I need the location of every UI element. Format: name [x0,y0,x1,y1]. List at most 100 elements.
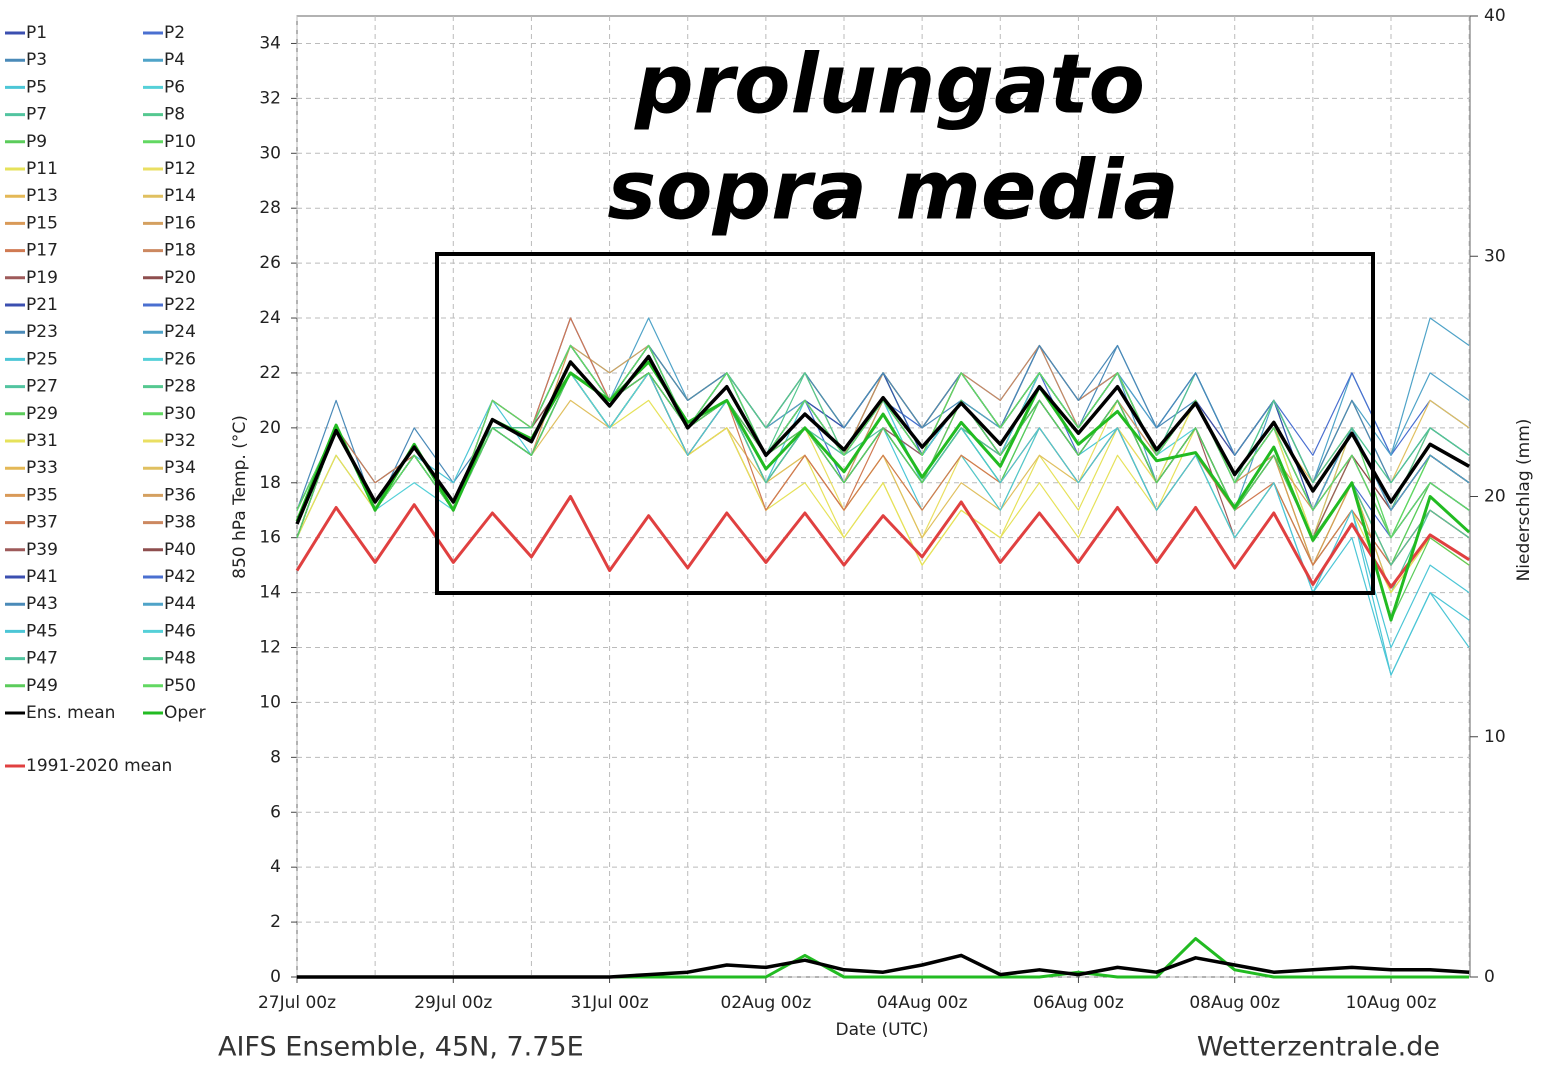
legend-label: P32 [164,431,196,451]
legend-label: P33 [26,458,58,478]
legend-label: P10 [164,132,196,152]
legend-label: P23 [26,322,58,342]
legend-label: P9 [26,132,47,152]
legend-label: P46 [164,621,196,641]
legend-label: P17 [26,241,58,261]
y2-tick-label: 10 [1484,727,1506,747]
legend-label: P27 [26,377,58,397]
footer-right: Wetterzentrale.de [1197,1032,1440,1063]
legend-label: Oper [164,703,206,723]
temperature-line [295,495,1470,589]
legend-label: P29 [26,404,58,424]
legend-label: P13 [26,186,58,206]
legend-label: P26 [164,349,196,369]
x-tick-label: 27Jul 00z [258,993,336,1013]
y2-tick-label: 20 [1484,487,1506,507]
x-tick-label: 02Aug 00z [720,993,811,1013]
x-tick-label: 08Aug 00z [1189,993,1280,1013]
y-tick-label: 32 [259,88,281,108]
y-tick-label: 20 [259,418,281,438]
y2-tick-label: 30 [1484,246,1506,266]
legend-label: P41 [26,567,58,587]
legend-label: P48 [164,649,196,669]
legend-label: P40 [164,540,196,560]
footer-left: AIFS Ensemble, 45N, 7.75E [218,1032,584,1063]
legend-label: P21 [26,295,58,315]
legend-label: P37 [26,513,58,533]
y-tick-label: 12 [259,638,281,658]
legend-label: P11 [26,159,58,179]
y-tick-label: 34 [259,33,281,53]
legend-label: P6 [164,77,185,97]
legend-label: P49 [26,676,58,696]
y-tick-label: 18 [259,473,281,493]
legend-label: 1991-2020 mean [26,756,172,776]
legend-label: P15 [26,213,58,233]
y-tick-label: 8 [270,747,281,767]
legend-label: P3 [26,50,47,70]
y2-tick-label: 0 [1484,967,1495,987]
legend-label: P14 [164,186,196,206]
x-axis-title: Date (UTC) [835,1020,928,1040]
temperature-line [296,372,1470,621]
legend-label: P24 [164,322,196,342]
y-tick-label: 2 [270,912,281,932]
legend-label: P5 [26,77,47,97]
legend-label: P18 [164,241,196,261]
legend-label: P38 [164,513,196,533]
annotation: prolungato [634,37,1145,132]
legend-label: P39 [26,540,58,560]
legend-label: P19 [26,268,58,288]
legend-label: P2 [164,23,185,43]
y2-axis-title: Niederschlag (mm) [1514,419,1534,582]
precipitation-line [297,953,1470,979]
temperature-line [295,354,1470,525]
y-tick-label: 30 [259,143,281,163]
legend-label: P35 [26,485,58,505]
y-tick-label: 0 [270,967,281,987]
y-tick-label: 14 [259,583,281,603]
legend-label: P34 [164,458,196,478]
legend-label: P28 [164,377,196,397]
y-tick-label: 16 [259,528,281,548]
lines [295,317,1471,979]
legend-label: P22 [164,295,196,315]
x-tick-label: 29Jul 00z [414,993,492,1013]
legend-label: P8 [164,105,185,125]
legend-label: P44 [164,594,196,614]
plot-area [296,15,1471,978]
y2-tick-label: 40 [1484,6,1506,26]
y-tick-label: 6 [270,802,281,822]
legend-label: P4 [164,50,185,70]
y-tick-label: 22 [259,363,281,383]
y-tick-label: 4 [270,857,281,877]
legend-label: P43 [26,594,58,614]
legend-label: P42 [164,567,196,587]
legend-label: P25 [26,349,58,369]
legend: P1 P2 P3 P4 P5 P6 P7 P8 P9 P10 P11 P12 P13 P14 P15 P16 P… [5,23,206,776]
y-axis-title: 850 hPa Temp. (°C) [230,415,250,579]
y-tick-label: 28 [259,198,281,218]
legend-label: P1 [26,23,47,43]
legend-label: P20 [164,268,196,288]
annotation: sopra media [607,143,1178,238]
legend-label: P45 [26,621,58,641]
x-tick-label: 06Aug 00z [1033,993,1124,1013]
legend-label: P36 [164,485,196,505]
x-tick-label: 31Jul 00z [571,993,649,1013]
y-tick-label: 26 [259,253,281,273]
legend-label: Ens. mean [26,703,115,723]
legend-label: P12 [164,159,196,179]
legend-label: P47 [26,649,58,669]
legend-label: P7 [26,105,47,125]
x-tick-label: 10Aug 00z [1346,993,1437,1013]
highlight-box [435,252,1375,595]
legend-label: P30 [164,404,196,424]
x-tick-label: 04Aug 00z [877,993,968,1013]
legend-label: P16 [164,213,196,233]
legend-label: P50 [164,676,196,696]
legend-label: P31 [26,431,58,451]
y-tick-label: 10 [259,692,281,712]
y-tick-label: 24 [259,308,281,328]
